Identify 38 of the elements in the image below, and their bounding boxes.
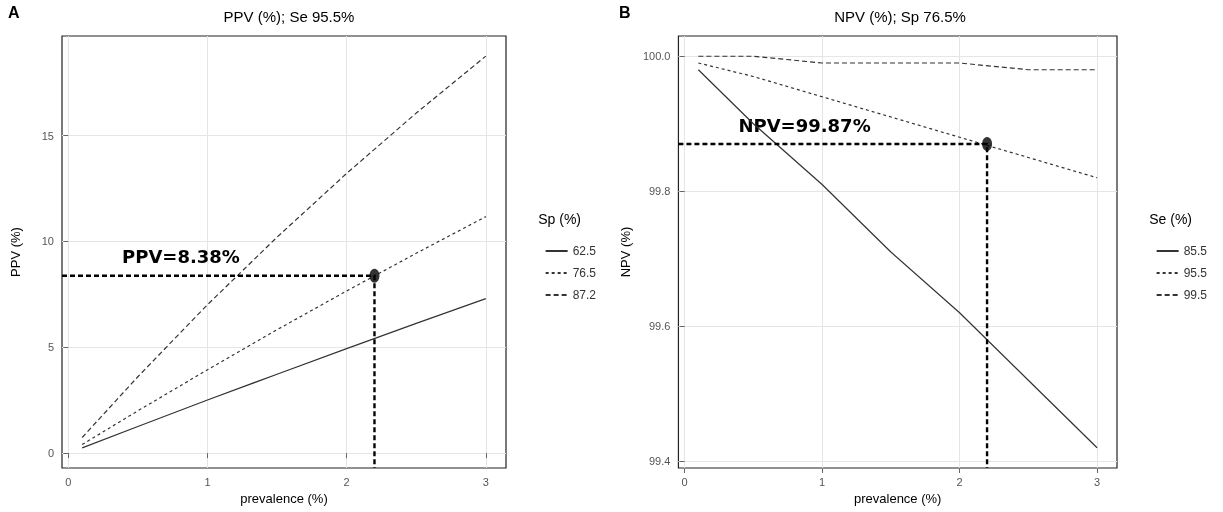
line-series <box>697 69 1098 449</box>
y-tick-label: 99.4 <box>649 455 671 468</box>
y-tick-label: 0 <box>47 447 54 460</box>
text: A <box>8 3 20 21</box>
line-series <box>697 62 1098 179</box>
x-tick-label: 1 <box>819 475 826 488</box>
text: B <box>619 3 631 21</box>
line-series <box>81 297 487 449</box>
legend-title: Se (%) <box>1149 211 1193 227</box>
line-series <box>81 55 487 439</box>
chart-title: NPV (%); Sp 76.5% <box>834 8 966 25</box>
x-tick-label: 3 <box>482 475 489 488</box>
legend-label: 87.2 <box>572 288 597 302</box>
x-axis-title: prevalence (%) <box>853 490 942 506</box>
y-axis-title: PPV (%) <box>8 227 23 277</box>
x-tick-label: 0 <box>681 475 688 488</box>
x-tick-label: 2 <box>956 475 963 488</box>
y-tick-label: 99.8 <box>649 185 671 198</box>
x-tick-label: 2 <box>343 475 350 488</box>
x-tick-label: 0 <box>65 475 72 488</box>
chart-title: PPV (%); Se 95.5% <box>223 8 355 25</box>
legend-label: 85.5 <box>1183 244 1208 258</box>
line-series <box>81 216 487 446</box>
legend-label: 95.5 <box>1183 266 1208 280</box>
legend-label: 99.5 <box>1183 288 1208 302</box>
legend-label: 62.5 <box>572 244 597 258</box>
legend-title: Sp (%) <box>538 211 582 227</box>
x-axis-title: prevalence (%) <box>240 490 328 506</box>
y-tick-label: 5 <box>47 341 54 354</box>
annotation: PPV=8.38% <box>122 246 240 268</box>
y-tick-label: 10 <box>41 235 54 248</box>
y-tick-label: 100.0 <box>642 50 671 63</box>
legend-label: 76.5 <box>572 266 597 280</box>
y-tick-label: 99.6 <box>649 320 671 333</box>
y-axis-title: NPV (%) <box>618 226 633 278</box>
y-tick-label: 15 <box>41 129 54 142</box>
x-tick-label: 1 <box>204 475 211 488</box>
x-tick-label: 3 <box>1094 475 1101 488</box>
